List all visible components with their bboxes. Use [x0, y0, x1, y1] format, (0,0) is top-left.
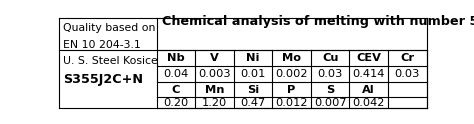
Text: 0.414: 0.414: [353, 69, 385, 79]
Text: 0.01: 0.01: [240, 69, 266, 79]
Text: Chemical analysis of melting with number 58 479 in %: Chemical analysis of melting with number…: [162, 15, 474, 28]
Text: 0.03: 0.03: [318, 69, 343, 79]
Text: 0.042: 0.042: [353, 98, 385, 108]
Text: C: C: [172, 85, 180, 95]
Text: S: S: [326, 85, 334, 95]
Text: EN 10 204-3.1: EN 10 204-3.1: [63, 40, 141, 50]
Text: CEV: CEV: [356, 53, 381, 63]
Text: S355J2C+N: S355J2C+N: [63, 73, 143, 86]
Text: 1.20: 1.20: [202, 98, 227, 108]
Text: 0.03: 0.03: [395, 69, 420, 79]
Text: 0.002: 0.002: [275, 69, 308, 79]
Text: 0.20: 0.20: [163, 98, 189, 108]
Text: Cr: Cr: [400, 53, 414, 63]
Text: Quality based on: Quality based on: [63, 23, 155, 33]
Text: U. S. Steel Kosice: U. S. Steel Kosice: [63, 56, 158, 66]
Text: Ni: Ni: [246, 53, 260, 63]
Text: P: P: [287, 85, 296, 95]
Text: 0.04: 0.04: [163, 69, 189, 79]
Text: Al: Al: [362, 85, 375, 95]
Text: 0.007: 0.007: [314, 98, 346, 108]
Text: Cu: Cu: [322, 53, 338, 63]
Text: 0.012: 0.012: [275, 98, 308, 108]
Text: Mn: Mn: [205, 85, 224, 95]
Text: Nb: Nb: [167, 53, 185, 63]
Text: V: V: [210, 53, 219, 63]
Text: 0.003: 0.003: [198, 69, 231, 79]
Text: 0.47: 0.47: [240, 98, 265, 108]
Text: Mo: Mo: [282, 53, 301, 63]
Text: Si: Si: [247, 85, 259, 95]
